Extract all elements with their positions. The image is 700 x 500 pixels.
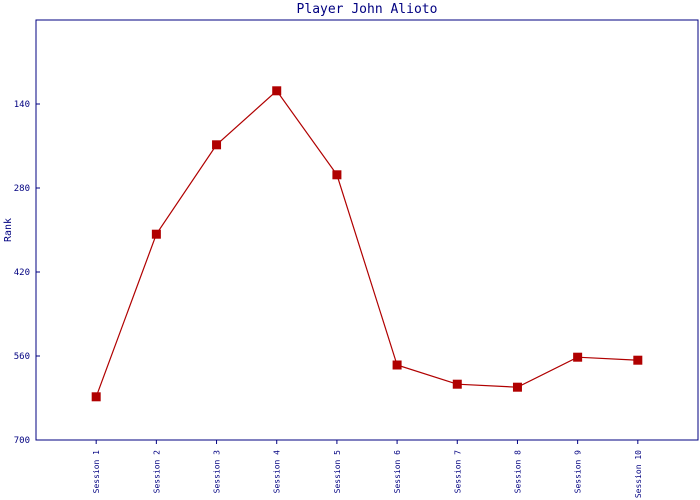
point bbox=[633, 355, 643, 365]
point bbox=[573, 352, 583, 362]
x-tick-label: Session 10 bbox=[634, 450, 643, 498]
chart-title: Player John Alioto bbox=[297, 2, 438, 17]
x-tick-label: Session 6 bbox=[393, 450, 402, 494]
x-tick-label: Session 4 bbox=[273, 450, 282, 494]
plot-frame bbox=[35, 19, 699, 441]
y-tick-label: 420 bbox=[14, 268, 30, 278]
point bbox=[512, 382, 522, 392]
x-tick-label: Session 3 bbox=[213, 450, 222, 494]
x-tick-label: Session 1 bbox=[92, 450, 101, 494]
x-tick-label: Session 7 bbox=[453, 450, 462, 494]
x-tick-label: Session 9 bbox=[574, 450, 583, 494]
point bbox=[212, 140, 222, 150]
y-tick-label: 560 bbox=[14, 352, 30, 362]
point bbox=[151, 229, 161, 239]
point bbox=[332, 170, 342, 180]
x-tick-label: Session 5 bbox=[333, 450, 342, 494]
y-axis-label: Rank bbox=[3, 218, 14, 242]
y-tick-label: 700 bbox=[14, 436, 30, 446]
point bbox=[452, 379, 462, 389]
x-tick-label: Session 8 bbox=[513, 450, 522, 494]
series-line bbox=[95, 89, 638, 398]
point bbox=[272, 86, 282, 96]
point bbox=[392, 360, 402, 370]
y-tick-label: 140 bbox=[14, 100, 30, 110]
x-tick-label: Session 2 bbox=[152, 450, 161, 494]
y-tick-label: 280 bbox=[14, 184, 30, 194]
point bbox=[91, 392, 101, 402]
